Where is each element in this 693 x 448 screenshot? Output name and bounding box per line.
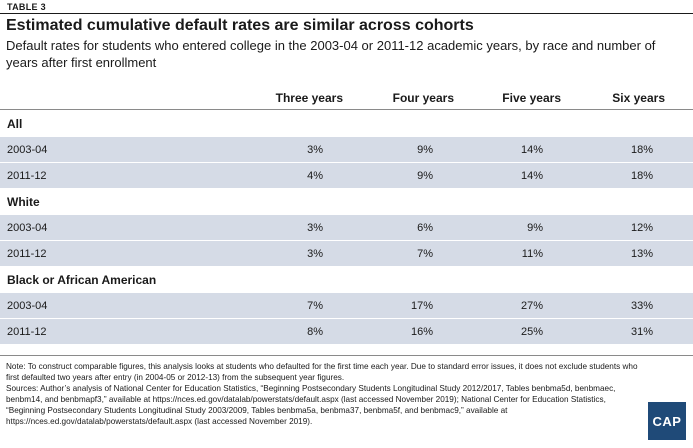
- table-cell: 7%: [307, 300, 323, 312]
- row-label: 2011-12: [7, 170, 47, 182]
- group-header-black: Black or African American: [0, 266, 693, 292]
- group-label: Black or African American: [7, 273, 157, 287]
- table-cell: 8%: [307, 326, 323, 338]
- table-cell: 18%: [630, 170, 653, 182]
- table-title: Estimated cumulative default rates are s…: [6, 17, 474, 34]
- group-label: All: [7, 117, 23, 131]
- top-rule: [0, 13, 693, 14]
- table-row: 2003-04 7% 17% 27% 33%: [0, 292, 693, 318]
- table-cell: 6%: [417, 222, 433, 234]
- table-cell: 18%: [630, 144, 653, 156]
- table-cell: 12%: [630, 222, 653, 234]
- table-cell: 27%: [520, 300, 543, 312]
- sources-text: Sources: Author’s analysis of National C…: [6, 384, 616, 426]
- table-cell: 13%: [630, 248, 653, 260]
- table-row: 2011-12 8% 16% 25% 31%: [0, 318, 693, 344]
- table-cell: 17%: [410, 300, 433, 312]
- column-header-five-years: Five years: [502, 91, 561, 105]
- table-cell: 3%: [307, 222, 323, 234]
- column-header-six-years: Six years: [612, 91, 665, 105]
- row-label: 2003-04: [7, 300, 48, 312]
- table-cell: 14%: [520, 170, 543, 182]
- table-cell: 16%: [410, 326, 433, 338]
- row-label: 2003-04: [7, 144, 48, 156]
- cap-logo: CAP: [648, 402, 686, 440]
- table-row: 2003-04 3% 9% 14% 18%: [0, 136, 693, 162]
- table-cell: 9%: [527, 222, 543, 234]
- bottom-rule: [0, 355, 693, 356]
- table-row: 2011-12 3% 7% 11% 13%: [0, 240, 693, 266]
- table-cell: 31%: [630, 326, 653, 338]
- table-cell: 7%: [417, 248, 433, 260]
- table-cell: 3%: [307, 248, 323, 260]
- table-label: TABLE 3: [7, 2, 46, 12]
- table-cell: 25%: [520, 326, 543, 338]
- column-header-row: Three years Four years Five years Six ye…: [0, 86, 693, 110]
- table-cell: 33%: [630, 300, 653, 312]
- table-row: 2011-12 4% 9% 14% 18%: [0, 162, 693, 188]
- table-cell: 3%: [307, 144, 323, 156]
- table-row: 2003-04 3% 6% 9% 12%: [0, 214, 693, 240]
- notes-block: Note: To construct comparable figures, t…: [6, 361, 638, 427]
- group-header-white: White: [0, 188, 693, 214]
- table-cell: 4%: [307, 170, 323, 182]
- table-subtitle: Default rates for students who entered c…: [6, 38, 656, 70]
- row-label: 2003-04: [7, 222, 48, 234]
- row-label: 2011-12: [7, 248, 47, 260]
- table-cell: 11%: [521, 248, 543, 260]
- column-header-four-years: Four years: [392, 91, 454, 105]
- note-text: Note: To construct comparable figures, t…: [6, 362, 638, 382]
- table-cell: 9%: [417, 170, 433, 182]
- group-header-all: All: [0, 110, 693, 136]
- data-table: Three years Four years Five years Six ye…: [0, 86, 693, 344]
- table-cell: 14%: [520, 144, 543, 156]
- table-cell: 9%: [417, 144, 433, 156]
- group-label: White: [7, 195, 40, 209]
- column-header-three-years: Three years: [275, 91, 343, 105]
- row-label: 2011-12: [7, 326, 47, 338]
